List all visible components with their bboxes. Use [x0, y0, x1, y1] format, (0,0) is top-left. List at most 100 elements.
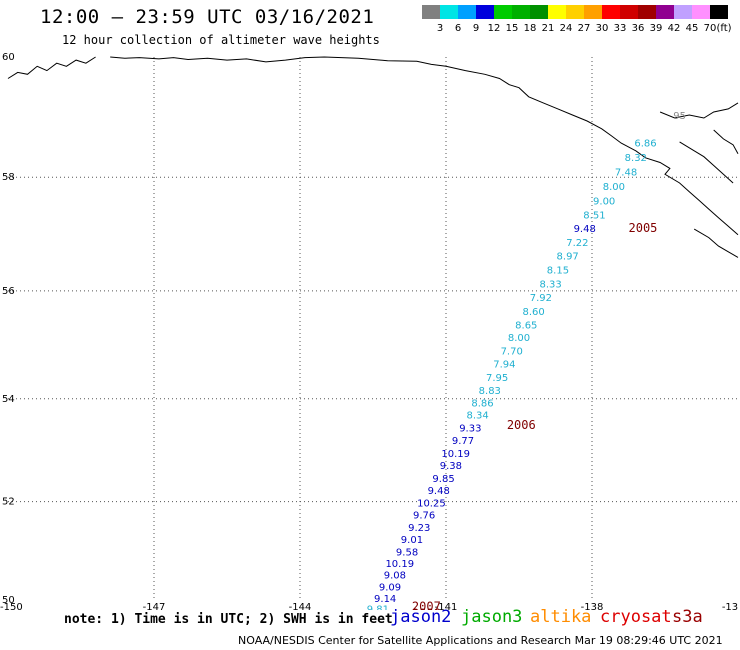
colorbar-tick-label: 21	[542, 23, 555, 34]
swh-value-label: 9.09	[379, 582, 401, 593]
colorbar-tick-label: 45	[686, 23, 699, 34]
swh-value-label: 7.92	[530, 293, 552, 304]
swh-value-label: 9.00	[593, 196, 615, 207]
colorbar-swatch	[656, 5, 674, 19]
swh-value-label: 8.34	[467, 411, 489, 422]
colorbar-tick-label: 3	[437, 23, 443, 34]
colorbar-tick-label: 33	[614, 23, 627, 34]
swh-value-label: 9.77	[452, 436, 474, 447]
graticule	[8, 57, 738, 600]
swh-value-label: 8.32	[625, 153, 647, 164]
swh-value-label: 9.01	[401, 535, 423, 546]
swh-value-label: 9.23	[408, 523, 430, 534]
swh-value-label: 10.19	[385, 559, 414, 570]
latitude-label: 60	[2, 52, 15, 63]
pass-number-label: 2005	[629, 221, 658, 235]
swh-value-label: 95	[673, 111, 686, 122]
colorbar-tick-label: 18	[524, 23, 537, 34]
latitude-label: 58	[2, 172, 15, 183]
swh-value-label: 8.51	[583, 210, 605, 221]
colorbar-tick-label: 9	[473, 23, 479, 34]
colorbar-swatch	[548, 5, 566, 19]
colorbar-tick-label: 70	[704, 23, 717, 34]
colorbar-swatch	[476, 5, 494, 19]
colorbar-swatch	[584, 5, 602, 19]
colorbar-tick-label: 36	[632, 23, 645, 34]
swh-value-label: 9.14	[374, 594, 396, 605]
latitude-label: 50	[2, 595, 15, 606]
legend-jason2: jason2	[390, 607, 452, 627]
colorbar-legend: 3 6 9 12 15 18 21 24 27 30 33 36 39 42 45 70 (ft)	[422, 5, 732, 34]
colorbar-swatch	[422, 5, 440, 19]
swh-value-label: 8.60	[522, 307, 544, 318]
colorbar-swatch	[494, 5, 512, 19]
colorbar-swatch	[458, 5, 476, 19]
swh-value-label: 9.85	[432, 474, 454, 485]
map-subtitle: 12 hour collection of altimeter wave hei…	[62, 33, 380, 47]
coastline-segment	[693, 228, 739, 258]
swh-value-label: 8.33	[540, 280, 562, 291]
colorbar-swatch	[566, 5, 584, 19]
colorbar-tick-label: 39	[650, 23, 663, 34]
swh-value-label: 7.70	[501, 347, 523, 358]
swh-value-label: 8.65	[515, 321, 537, 332]
swh-value-label: 8.86	[471, 399, 493, 410]
swh-value-label: 8.97	[557, 252, 579, 263]
swh-value-label: 9.48	[428, 486, 450, 497]
colorbar-swatch	[440, 5, 458, 19]
swh-value-label: 8.00	[603, 182, 625, 193]
colorbar-swatch	[602, 5, 620, 19]
latitude-label: 52	[2, 497, 15, 508]
colorbar-swatch	[674, 5, 692, 19]
coastline-segment	[713, 129, 739, 154]
longitude-label: -13	[722, 602, 738, 610]
swh-value-label: 10.25	[417, 499, 446, 510]
swh-value-label: 8.00	[508, 333, 530, 344]
coastline-segment	[110, 56, 739, 236]
colorbar-unit: (ft)	[716, 23, 731, 34]
swh-value-label: 9.81	[367, 604, 389, 610]
colorbar-tick-label: 6	[455, 23, 461, 34]
latitude-label: 54	[2, 394, 15, 405]
coastline-segment	[7, 56, 96, 79]
swh-value-label: 6.86	[634, 139, 656, 150]
swh-value-label: 7.48	[615, 167, 637, 178]
colorbar-swatch	[620, 5, 638, 19]
map-title: 12:00 – 23:59 UTC 03/16/2021	[40, 6, 375, 28]
colorbar-swatch	[692, 5, 710, 19]
pass-number-label: 2008	[412, 607, 441, 610]
swh-value-label: 7.22	[566, 238, 588, 249]
legend-jason3: jason3	[461, 607, 523, 627]
pass-number-label: 2006	[507, 418, 536, 432]
longitude-label: -150	[0, 602, 23, 610]
swh-value-label: 9.08	[384, 571, 406, 582]
legend-cryosat: cryosat	[600, 607, 672, 627]
wave-height-labels: 95 6.86 8.32 7.48 8.00 9.00 8.51 9.48 7.22 8.97 8.…	[367, 111, 686, 610]
longitude-label: -147	[143, 602, 166, 610]
longitude-label: -144	[289, 602, 312, 610]
swh-value-label: 9.58	[396, 547, 418, 558]
latitude-label: 56	[2, 286, 15, 297]
coastline-segment	[679, 141, 734, 184]
colorbar-swatch	[530, 5, 548, 19]
colorbar-tick-label: 42	[668, 23, 681, 34]
altimeter-map: -150 -147 -144 -141 -138 -13 60 58 56 54 52 50 95 6.…	[0, 52, 739, 610]
colorbar-tick-label: 27	[578, 23, 591, 34]
coastline	[7, 56, 739, 258]
swh-value-label: 8.83	[479, 386, 501, 397]
swh-value-label: 9.38	[440, 461, 462, 472]
axis-tick-labels: -150 -147 -144 -141 -138 -13 60 58 56 54 52 50	[0, 52, 738, 610]
coastline-segment	[659, 102, 739, 119]
colorbar-tick-label: 24	[560, 23, 573, 34]
colorbar-tick-label: 30	[596, 23, 609, 34]
swh-value-label: 7.94	[493, 360, 515, 371]
swh-value-label: 8.15	[547, 266, 569, 277]
pass-number-label: 2007	[412, 600, 441, 610]
legend-s3a: s3a	[672, 607, 703, 627]
swh-value-label: 10.19	[441, 449, 470, 460]
longitude-label: -138	[581, 602, 604, 610]
credit-line: NOAA/NESDIS Center for Satellite Applica…	[238, 634, 723, 647]
legend-altika: altika	[530, 607, 592, 627]
footer-note: note: 1) Time is in UTC; 2) SWH is in fe…	[64, 612, 393, 627]
colorbar-tick-label: 15	[506, 23, 519, 34]
